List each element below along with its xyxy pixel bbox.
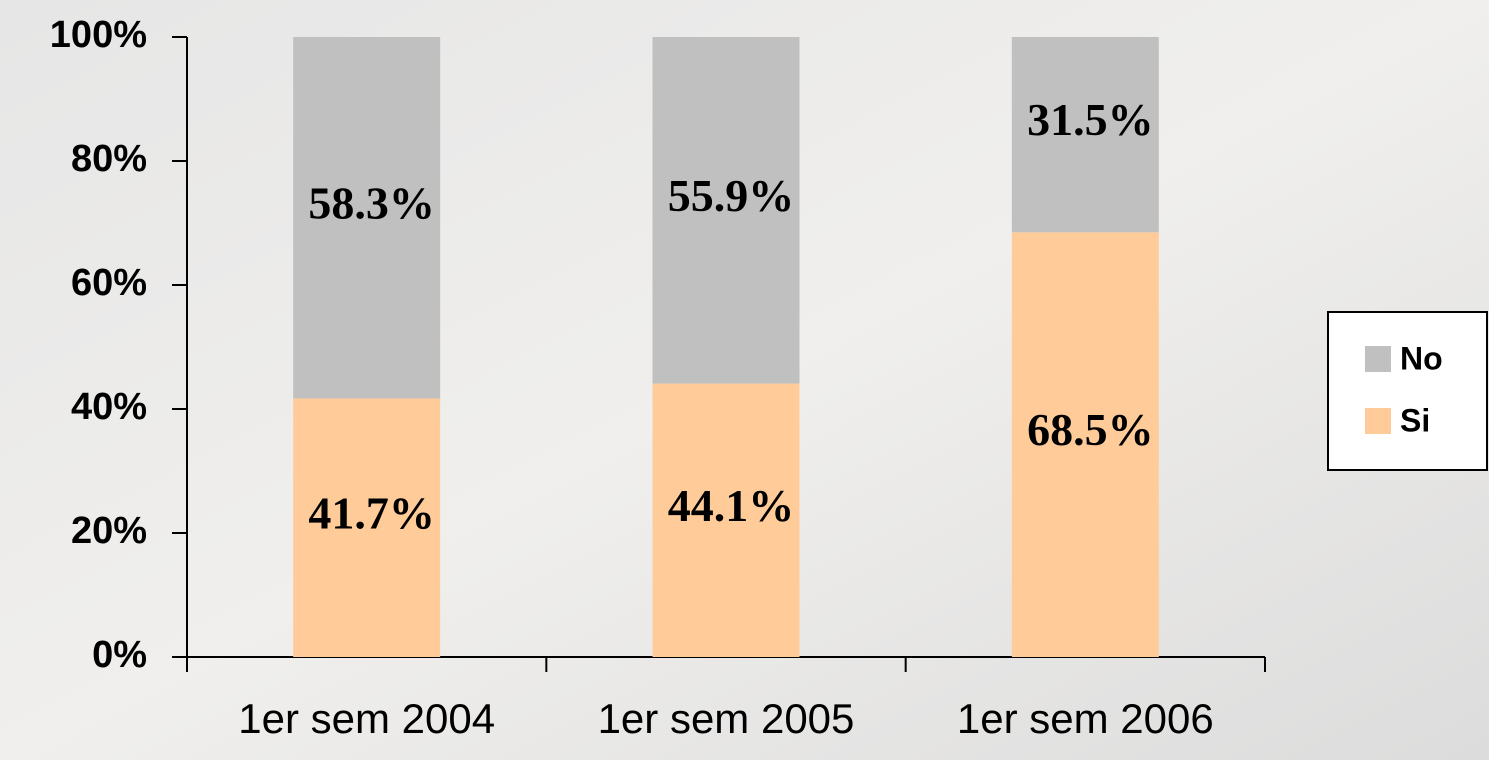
legend-box: [1328, 312, 1487, 470]
y-tick-label: 60%: [71, 262, 147, 304]
value-label: 31.5%: [1027, 94, 1154, 145]
y-tick-label: 80%: [71, 138, 147, 180]
value-label: 55.9%: [668, 170, 795, 221]
value-label: 68.5%: [1027, 404, 1154, 455]
page: {"chart_data": {"type": "stacked-bar", "…: [0, 0, 1489, 760]
x-tick-label: 1er sem 2004: [238, 695, 495, 742]
value-label: 44.1%: [668, 480, 795, 531]
y-tick-label: 20%: [71, 510, 147, 552]
legend-label: Si: [1400, 402, 1430, 438]
chart: 0% 20% 40% 60% 80% 100% 1er sem 2004 41.7% 58.3%…: [0, 0, 1489, 760]
y-tick-label: 40%: [71, 386, 147, 428]
value-label: 58.3%: [308, 177, 435, 228]
x-tick-label: 1er sem 2005: [598, 695, 855, 742]
legend-swatch: [1365, 408, 1391, 434]
y-tick-label: 100%: [50, 14, 147, 56]
legend-label: No: [1400, 340, 1443, 376]
value-label: 41.7%: [308, 487, 435, 538]
x-tick-label: 1er sem 2006: [957, 695, 1214, 742]
legend-swatch: [1365, 346, 1391, 372]
y-tick-label: 0%: [92, 634, 147, 676]
